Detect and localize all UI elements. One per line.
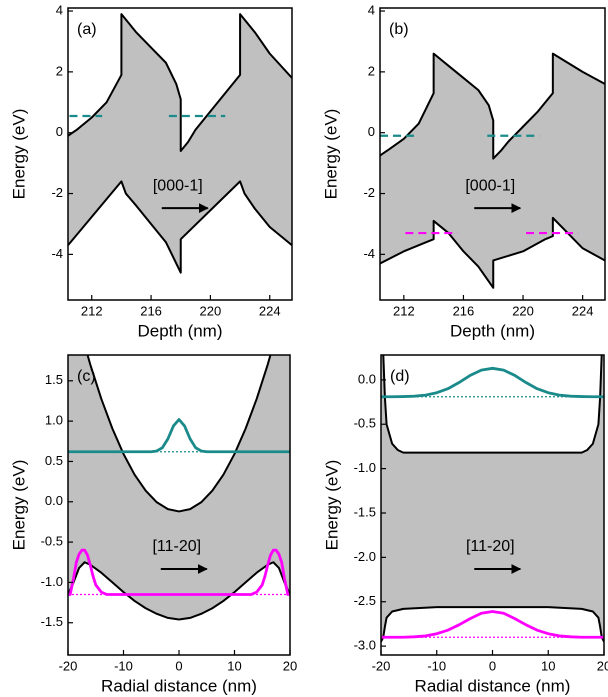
y-tick-label: -1.5: [354, 504, 376, 519]
band-edge: [381, 606, 604, 643]
x-tick-label: -10: [427, 658, 446, 673]
y-axis-label: Energy (eV): [321, 109, 340, 200]
direction-label: [11-20]: [152, 538, 201, 555]
plot-area: [68, 13, 292, 274]
x-tick-label: -10: [114, 658, 133, 673]
plot-frame: [379, 7, 606, 301]
x-tick-label: 224: [259, 303, 281, 318]
band-fill: [380, 53, 605, 288]
y-tick-label: 0.0: [45, 493, 63, 508]
y-tick-label: -1.0: [41, 574, 63, 589]
x-tick-label: 224: [572, 303, 594, 318]
x-tick-label: 212: [393, 303, 415, 318]
x-tick-label: 20: [283, 658, 297, 673]
y-tick-label: -0.5: [354, 416, 376, 431]
band-edge: [380, 52, 605, 160]
y-tick-label: 1.0: [45, 413, 63, 428]
x-tick-label: -20: [372, 658, 391, 673]
y-tick-label: -0.5: [41, 534, 63, 549]
plot-area: [381, 355, 604, 643]
x-tick-label: 212: [81, 303, 103, 318]
x-tick-label: 10: [541, 658, 555, 673]
band-edge: [380, 216, 605, 289]
y-tick-label: 2: [368, 63, 375, 78]
x-tick-label: 216: [140, 303, 162, 318]
x-tick-label: 0: [175, 658, 182, 673]
panel-label: (b): [389, 21, 409, 38]
y-tick-label: 0.5: [45, 453, 63, 468]
direction-label: [000-1]: [153, 177, 203, 194]
panel-label: (d): [390, 368, 410, 385]
panel-label: (a): [77, 21, 97, 38]
band-edge: [382, 355, 603, 454]
plot-area: [380, 52, 605, 289]
y-tick-label: -2.0: [354, 549, 376, 564]
panel-label: (c): [77, 368, 96, 385]
y-tick-label: 0: [368, 124, 375, 139]
y-tick-label: -2.5: [354, 593, 376, 608]
y-axis-label: Energy (eV): [9, 460, 28, 551]
plot-frame: [67, 7, 293, 301]
y-tick-label: 0: [56, 124, 63, 139]
y-tick-label: -4: [363, 246, 375, 261]
x-tick-label: 216: [453, 303, 475, 318]
x-tick-label: 220: [512, 303, 534, 318]
plot-area: [68, 355, 290, 621]
x-tick-label: 220: [200, 303, 222, 318]
wavefunction: [381, 610, 604, 639]
y-axis-label: Energy (eV): [9, 109, 28, 200]
y-tick-label: 0.0: [358, 371, 376, 386]
band-fill: [381, 355, 604, 642]
y-tick-label: -1.5: [41, 614, 63, 629]
y-tick-label: -1.0: [354, 460, 376, 475]
direction-label: [11-20]: [466, 538, 515, 555]
y-tick-label: 2: [56, 63, 63, 78]
y-tick-label: -2: [363, 185, 375, 200]
y-axis-label: Energy (eV): [322, 460, 341, 551]
y-tick-label: 4: [56, 2, 63, 17]
x-axis-label: Radial distance (nm): [101, 676, 257, 695]
band-fill: [68, 355, 290, 620]
x-tick-label: 10: [227, 658, 241, 673]
band-edge: [68, 180, 292, 274]
y-tick-label: 1.5: [45, 372, 63, 387]
y-tick-label: 4: [368, 2, 375, 17]
wavefunction: [381, 366, 604, 399]
x-tick-label: -20: [59, 658, 78, 673]
wavefunction: [68, 548, 290, 596]
band-edge: [86, 355, 272, 513]
x-axis-label: Depth (nm): [137, 321, 222, 340]
x-axis-label: Radial distance (nm): [415, 676, 571, 695]
direction-label: [000-1]: [465, 177, 515, 194]
y-tick-label: -4: [51, 246, 63, 261]
x-axis-label: Depth (nm): [450, 321, 535, 340]
wavefunction: [68, 418, 290, 454]
y-tick-label: -2: [51, 185, 63, 200]
x-tick-label: 20: [597, 658, 608, 673]
x-tick-label: 0: [489, 658, 496, 673]
band-edge: [68, 13, 292, 152]
y-tick-label: -3.0: [354, 638, 376, 653]
